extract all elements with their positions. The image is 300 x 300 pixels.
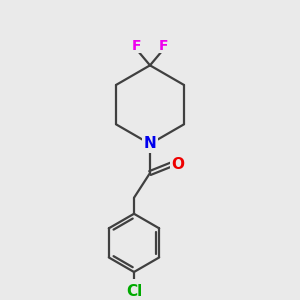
Text: N: N <box>144 136 156 152</box>
Text: Cl: Cl <box>126 284 142 299</box>
Text: O: O <box>172 157 185 172</box>
Text: F: F <box>132 39 141 52</box>
Text: F: F <box>159 39 168 52</box>
